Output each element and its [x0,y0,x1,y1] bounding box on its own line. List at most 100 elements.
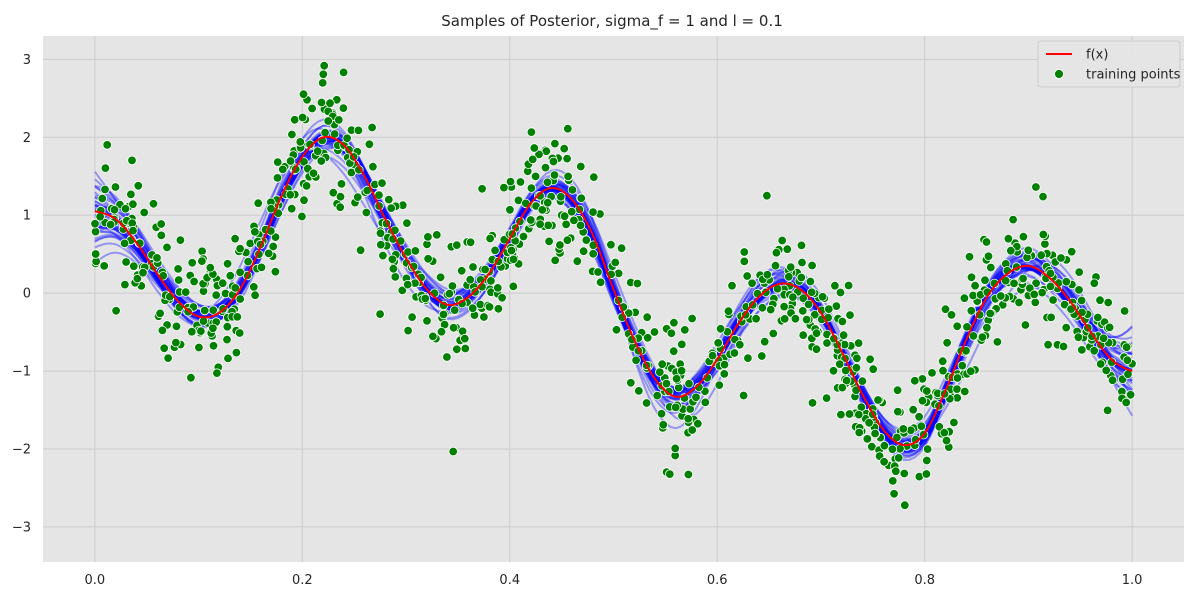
training-point [811,328,822,338]
training-point [273,157,283,167]
training-point [173,264,183,274]
training-point [390,272,401,282]
training-point [278,164,288,175]
training-point [835,359,845,369]
training-point [90,226,101,237]
training-point [386,203,396,213]
training-point [1006,245,1016,256]
training-point [376,239,386,250]
training-point [534,149,544,160]
training-point [938,356,948,366]
training-point [1018,231,1029,242]
training-point [879,441,890,451]
training-point [1098,333,1109,344]
training-point [111,306,121,316]
training-point [290,115,300,125]
training-point [567,185,578,195]
training-point [727,281,737,291]
training-point [742,271,752,281]
training-point [540,162,551,173]
training-point [676,366,687,376]
training-point [768,328,779,339]
training-point [163,353,173,363]
training-point [992,337,1003,347]
training-point [747,278,757,289]
training-point [589,172,599,182]
training-point [423,232,433,242]
training-point [235,243,245,254]
training-point [171,321,182,332]
training-point [1104,322,1115,333]
training-point [129,261,139,271]
training-point [828,366,839,376]
training-point [450,305,460,315]
training-point [121,257,131,267]
training-point [448,446,458,457]
training-point [798,306,808,316]
y-tick-label: 2 [23,131,31,146]
training-point [777,235,787,246]
training-point [460,333,470,344]
training-point [743,353,753,363]
training-point [250,290,260,300]
training-point [105,219,116,230]
training-point [256,262,267,273]
training-point [189,276,199,287]
training-point [966,272,977,283]
training-point [234,328,245,338]
training-point [626,378,636,388]
training-point [119,238,130,249]
training-point [422,316,432,326]
training-point [588,207,598,217]
training-point [199,305,210,316]
training-point [353,125,364,136]
training-point [611,325,622,335]
training-point [729,348,740,358]
training-point [980,275,990,285]
training-point [1045,281,1056,292]
training-point [687,313,697,324]
training-point [1102,405,1113,416]
training-point [159,343,169,354]
training-point [836,409,846,420]
training-point [528,154,538,165]
training-point [338,103,349,113]
training-point [916,421,927,432]
training-point [548,156,559,167]
training-point [318,69,329,80]
training-point [1009,278,1019,289]
training-point [983,251,994,261]
x-tick-label: 1.0 [1122,573,1143,588]
training-point [550,138,560,149]
training-point [853,338,864,348]
training-point [665,469,675,479]
training-point [1023,245,1034,256]
training-point [892,385,903,395]
training-point [762,190,772,201]
training-point [526,183,537,193]
training-point [900,500,910,510]
training-point [407,312,417,322]
training-point [175,235,186,245]
training-point [479,312,489,322]
training-point [438,309,449,320]
training-point [132,273,143,284]
training-point [319,60,329,71]
training-point [432,230,442,240]
training-point [661,378,672,389]
training-point [423,254,433,264]
training-point [205,263,216,273]
training-point [186,373,196,383]
training-point [837,382,848,393]
training-point [837,316,848,327]
training-point [1030,297,1041,308]
training-point [208,323,218,334]
training-point [325,98,335,108]
training-point [270,267,281,277]
training-point [966,366,976,376]
training-point [128,225,138,236]
training-point [821,393,832,403]
training-point [235,267,245,278]
training-point [864,418,874,428]
